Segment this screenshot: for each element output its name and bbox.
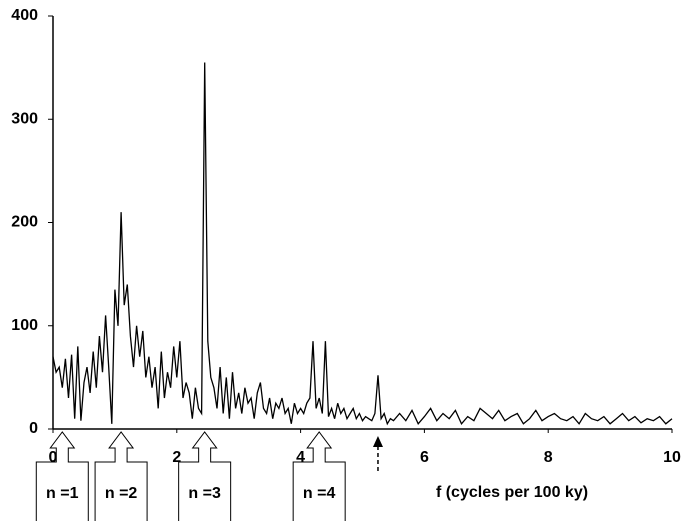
callout-label: n =1 <box>46 485 79 502</box>
x-tick-label: 6 <box>420 449 429 466</box>
x-tick-label: 2 <box>172 449 181 466</box>
x-tick-label: 8 <box>544 449 553 466</box>
x-tick-label: 0 <box>49 449 58 466</box>
callout <box>178 431 232 521</box>
callout-label: n =2 <box>105 485 138 502</box>
y-tick-label: 400 <box>11 7 38 24</box>
y-tick-label: 100 <box>11 317 38 334</box>
y-tick-label: 200 <box>11 214 38 231</box>
x-tick-label: 4 <box>296 449 305 466</box>
callout <box>35 431 89 521</box>
spectrum-line <box>52 62 673 426</box>
marker-arrow-head <box>372 436 383 447</box>
callout-label: n =3 <box>188 485 221 502</box>
x-tick-label: 10 <box>663 449 681 466</box>
x-axis-label: f (cycles per 100 ky) <box>436 484 588 501</box>
callout <box>292 431 346 521</box>
callout <box>94 431 148 521</box>
y-tick-label: 300 <box>11 110 38 127</box>
callout-label: n =4 <box>303 485 336 502</box>
y-tick-label: 0 <box>29 420 38 437</box>
